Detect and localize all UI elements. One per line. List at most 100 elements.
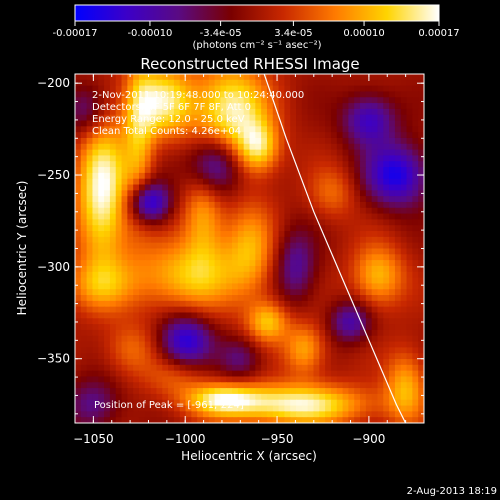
heatmap-cell <box>400 231 408 238</box>
heatmap-cell <box>150 213 158 221</box>
heatmap-cell <box>255 405 262 412</box>
heatmap-cell <box>150 79 158 87</box>
heatmap-cell <box>371 196 379 203</box>
heatmap-cell <box>138 271 146 279</box>
heatmap-cell <box>348 103 355 110</box>
heatmap-cell <box>98 219 105 226</box>
heatmap-cell <box>290 312 297 319</box>
heatmap-cell <box>394 248 402 255</box>
heatmap-cell <box>336 376 344 383</box>
heatmap-cell <box>115 353 123 360</box>
heatmap-cell <box>185 184 192 191</box>
heatmap-cell <box>109 74 117 81</box>
heatmap-cell <box>325 306 332 314</box>
heatmap-cell <box>121 236 128 244</box>
heatmap-cell <box>319 248 326 255</box>
heatmap-cell <box>150 388 158 395</box>
heatmap-cell <box>400 167 408 174</box>
heatmap-cell <box>226 393 233 401</box>
heatmap-cell <box>319 318 326 325</box>
heatmap-cell <box>202 236 210 244</box>
heatmap-cell <box>173 79 181 87</box>
heatmap-cell <box>144 149 152 157</box>
heatmap-cell <box>168 411 175 418</box>
heatmap-cell <box>255 254 262 261</box>
heatmap-cell <box>325 405 332 412</box>
heatmap-cell <box>307 231 315 238</box>
heatmap-cell <box>144 207 152 215</box>
heatmap-cell <box>290 114 297 122</box>
heatmap-cell <box>98 207 105 215</box>
heatmap-cell <box>80 260 88 267</box>
heatmap-cell <box>197 376 204 383</box>
heatmap-cell <box>75 289 82 296</box>
heatmap-cell <box>104 79 111 87</box>
heatmap-cell <box>301 393 309 401</box>
heatmap-cell <box>330 353 338 360</box>
heatmap-cell <box>191 318 198 325</box>
heatmap-cell <box>389 248 396 255</box>
heatmap-cell <box>86 143 94 151</box>
heatmap-cell <box>365 329 373 337</box>
heatmap-cell <box>255 393 262 401</box>
heatmap-cell <box>261 196 268 203</box>
heatmap-cell <box>162 324 169 331</box>
heatmap-cell <box>307 190 315 197</box>
heatmap-cell <box>412 114 419 122</box>
heatmap-cell <box>144 295 152 302</box>
heatmap-cell <box>313 335 320 343</box>
heatmap-cell <box>237 103 245 110</box>
heatmap-cell <box>127 74 134 81</box>
heatmap-cell <box>185 97 192 104</box>
heatmap-cell <box>98 405 105 412</box>
heatmap-cell <box>226 74 233 81</box>
heatmap-cell <box>354 196 361 203</box>
heatmap-cell <box>394 312 402 319</box>
heatmap-cell <box>208 108 216 116</box>
heatmap-cell <box>412 312 419 319</box>
heatmap-cell <box>92 137 99 145</box>
heatmap-cell <box>168 283 175 290</box>
heatmap-cell <box>406 225 413 232</box>
heatmap-cell <box>237 399 245 407</box>
heatmap-cell <box>237 137 245 145</box>
heatmap-cell <box>412 417 419 423</box>
heatmap-cell <box>377 254 384 261</box>
heatmap-cell <box>197 335 204 343</box>
heatmap-cell <box>115 324 123 331</box>
heatmap-cell <box>156 219 163 226</box>
heatmap-cell <box>92 353 99 360</box>
heatmap-cell <box>80 417 88 423</box>
heatmap-cell <box>336 260 344 267</box>
heatmap-cell <box>243 382 251 389</box>
heatmap-cell <box>138 370 146 378</box>
heatmap-cell <box>92 318 99 325</box>
heatmap-cell <box>406 254 413 261</box>
heatmap-cell <box>202 231 210 238</box>
heatmap-cell <box>360 167 367 174</box>
heatmap-cell <box>138 289 146 296</box>
heatmap-cell <box>313 213 320 221</box>
heatmap-cell <box>162 260 169 267</box>
heatmap-cell <box>412 318 419 325</box>
heatmap-cell <box>197 137 204 145</box>
heatmap-cell <box>109 143 117 151</box>
heatmap-cell <box>266 254 274 261</box>
heatmap-cell <box>173 155 181 162</box>
heatmap-cell <box>272 359 280 366</box>
heatmap-cell <box>307 300 315 308</box>
heatmap-cell <box>80 91 88 98</box>
heatmap-cell <box>92 300 99 308</box>
heatmap-cell <box>400 219 408 226</box>
heatmap-cell <box>226 388 233 395</box>
heatmap-cell <box>127 295 134 302</box>
heatmap-cell <box>383 254 390 261</box>
heatmap-cell <box>354 91 361 98</box>
heatmap-cell <box>377 399 384 407</box>
heatmap-cell <box>313 172 320 180</box>
heatmap-cell <box>249 300 256 308</box>
heatmap-cell <box>226 79 233 87</box>
heatmap-cell <box>156 347 163 354</box>
heatmap-cell <box>138 143 146 151</box>
heatmap-cell <box>389 347 396 354</box>
